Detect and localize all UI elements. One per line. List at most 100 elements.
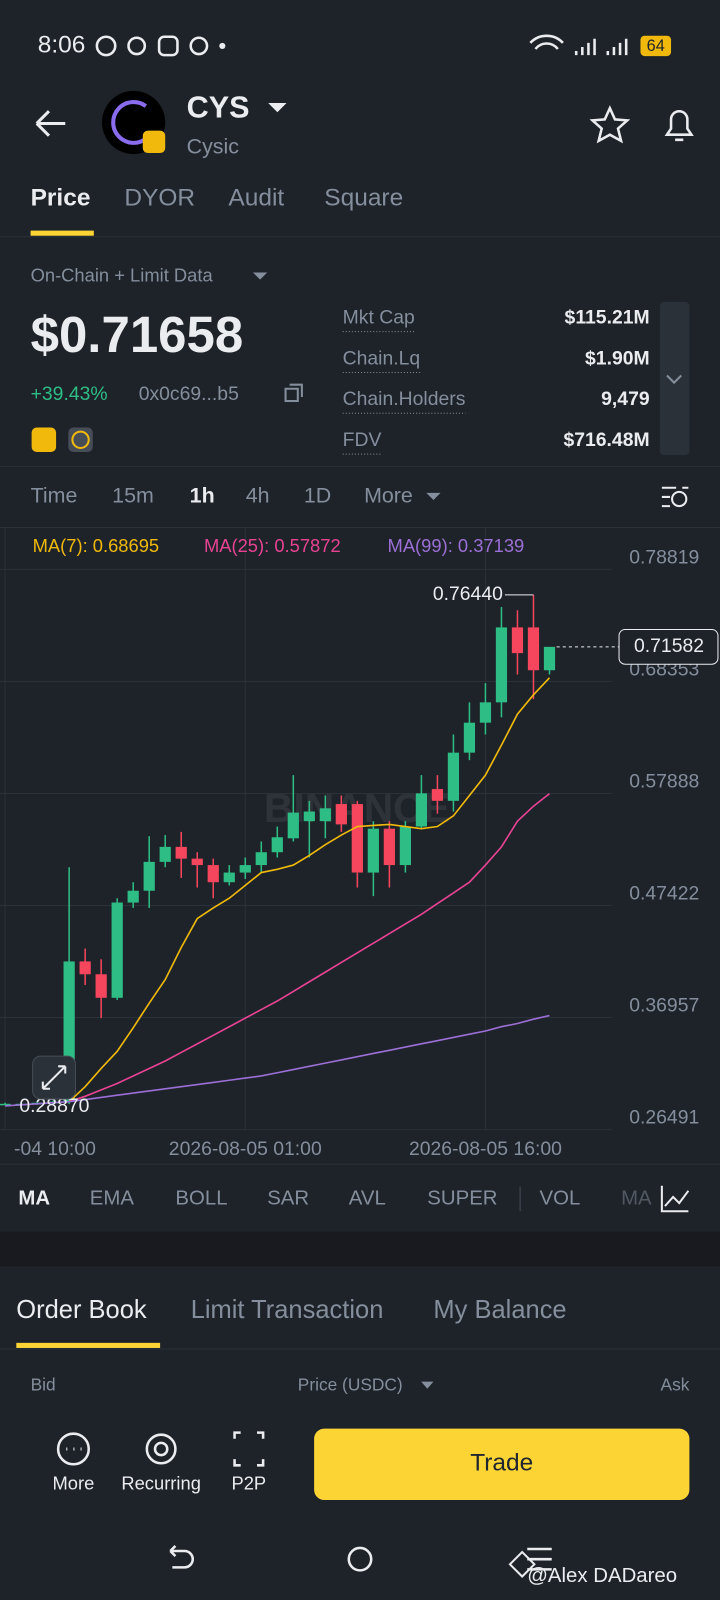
recurring-icon-core[interactable]	[153, 1441, 169, 1457]
legend-entry[interactable]: MA(99): 0.37139	[388, 535, 525, 556]
stat-label[interactable]: Chain.Lq	[343, 347, 421, 369]
watermark: @Alex DADareo	[527, 1565, 677, 1587]
badge	[31, 427, 57, 453]
indicator[interactable]: MA	[621, 1187, 652, 1209]
favorite-button[interactable]	[589, 105, 631, 144]
symbol[interactable]: CYS	[187, 90, 250, 124]
tabs: Price DYOR Audit Square	[31, 184, 404, 211]
stats: Mkt Cap $115.21M Chain.Lq $1.90M Chain.Holde…	[342, 306, 650, 455]
tab[interactable]: Square	[324, 184, 403, 211]
expand-chevron[interactable]	[666, 374, 682, 385]
ma-line	[68, 792, 550, 1103]
nav-recents[interactable]	[527, 1547, 552, 1571]
battery	[640, 35, 672, 57]
indicator[interactable]: MA	[18, 1187, 50, 1209]
price: $0.71658	[31, 306, 244, 363]
interval[interactable]: 4h	[246, 484, 270, 508]
section-tabs: Order Book Limit Transaction My Balance	[16, 1296, 566, 1324]
candle-body	[79, 961, 91, 975]
candle-body	[175, 846, 187, 859]
indicator-settings[interactable]	[660, 1185, 690, 1213]
indicator[interactable]: BOLL	[175, 1187, 227, 1209]
candle-body	[287, 812, 299, 839]
interval[interactable]: 1D	[304, 484, 331, 508]
tab[interactable]: Audit	[228, 184, 284, 211]
candle-body	[543, 646, 556, 671]
recurring-icon[interactable]	[145, 1433, 177, 1465]
action-label[interactable]: More	[53, 1473, 95, 1494]
tab[interactable]: DYOR	[124, 184, 195, 211]
nav-home[interactable]	[347, 1546, 373, 1572]
interval[interactable]: More	[364, 484, 413, 508]
token-name: Cysic	[187, 135, 240, 159]
data-source[interactable]: On-Chain + Limit Data	[31, 264, 214, 285]
ma-line	[68, 677, 551, 1103]
legend-entry[interactable]: MA(25): 0.57872	[204, 535, 341, 556]
section-tab[interactable]: Order Book	[16, 1296, 147, 1324]
x-tick-label: -04 10:00	[14, 1138, 96, 1160]
back-button[interactable]	[35, 110, 66, 137]
stat-label[interactable]: Mkt Cap	[343, 306, 415, 328]
candle-body	[255, 852, 267, 866]
status-time: 8:06	[38, 31, 86, 58]
action-label[interactable]: Recurring	[121, 1473, 201, 1494]
candle-body	[367, 828, 379, 873]
interval[interactable]: Time	[31, 484, 78, 508]
indicators: MA EMA BOLL SAR AVL SUPER VOL MA	[18, 1187, 652, 1209]
more-caret[interactable]	[426, 492, 441, 500]
candle-body	[335, 804, 347, 825]
indicator[interactable]: SUPER	[427, 1187, 497, 1209]
candle-body	[431, 789, 444, 801]
bid-header: Bid	[31, 1374, 56, 1394]
chart-settings[interactable]	[661, 486, 689, 508]
stat-label[interactable]: FDV	[343, 429, 382, 451]
y-tick-label: 0.26491	[629, 1106, 699, 1128]
symbol-caret[interactable]	[268, 103, 287, 113]
contract-address: 0x0c69...b5	[139, 383, 239, 405]
candle-body	[479, 702, 492, 723]
nav-back[interactable]	[169, 1545, 194, 1569]
candle-body	[399, 826, 411, 866]
ask-header: Ask	[661, 1374, 690, 1394]
high-label: 0.76440	[433, 583, 503, 605]
copy-button[interactable]	[284, 383, 303, 403]
more-icon[interactable]	[56, 1432, 90, 1466]
candle-body	[351, 804, 363, 873]
chain-badge	[142, 130, 166, 154]
indicator[interactable]: EMA	[90, 1187, 135, 1209]
price-chart: BINANCE0.788190.683530.578880.474220.369…	[0, 527, 719, 1160]
candle-body	[207, 865, 219, 883]
fullscreen-icon[interactable]	[41, 1065, 67, 1090]
stat-value: $716.48M	[563, 429, 649, 451]
source-caret[interactable]	[252, 272, 268, 280]
section-tab[interactable]: Limit Transaction	[191, 1296, 384, 1324]
indicator[interactable]: VOL	[539, 1187, 580, 1209]
indicator[interactable]: SAR	[267, 1187, 309, 1209]
spacer	[0, 1231, 720, 1267]
price-caret[interactable]	[421, 1381, 434, 1389]
candle-body	[223, 872, 235, 883]
interval[interactable]: 1h	[190, 484, 215, 508]
candle-body	[495, 627, 508, 703]
candle-body	[143, 861, 155, 891]
price-header[interactable]: Price (USDC)	[298, 1374, 403, 1394]
stat-label[interactable]: Chain.Holders	[343, 388, 466, 410]
section-tab[interactable]: My Balance	[433, 1296, 566, 1324]
tab[interactable]: Price	[31, 184, 91, 211]
trade-button[interactable]	[314, 1428, 690, 1500]
stat-value: $1.90M	[585, 347, 650, 369]
chart-settings-icon[interactable]	[671, 490, 688, 508]
interval[interactable]: 15m	[112, 484, 154, 508]
candle-body	[415, 793, 428, 827]
indicator[interactable]: AVL	[349, 1187, 386, 1209]
low-label: 0.28870	[19, 1095, 89, 1117]
trade-label[interactable]: Trade	[470, 1450, 533, 1477]
stats-expand[interactable]	[659, 302, 690, 456]
legend-entry[interactable]: MA(7): 0.68695	[33, 535, 160, 556]
action-label[interactable]: P2P	[231, 1473, 266, 1494]
section-indicator	[16, 1342, 161, 1348]
p2p-icon[interactable]	[233, 1431, 265, 1467]
alert-button[interactable]	[664, 110, 694, 142]
